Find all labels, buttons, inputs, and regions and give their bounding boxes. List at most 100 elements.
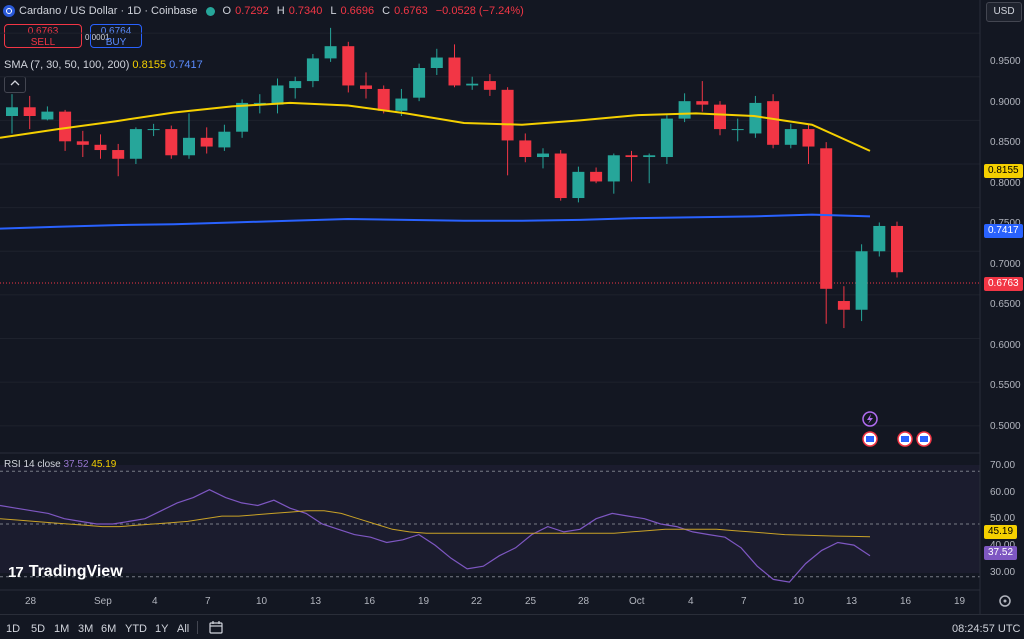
candle-body bbox=[643, 155, 656, 158]
lightning-event-icon[interactable] bbox=[862, 411, 878, 427]
chart-header: Cardano / US Dollar · 1D · Coinbase O 0.7… bbox=[0, 0, 983, 22]
candle-body bbox=[395, 98, 408, 111]
range-6m-button[interactable]: 6M bbox=[101, 623, 117, 635]
time-axis-label: 28 bbox=[578, 596, 590, 607]
candle-body bbox=[289, 81, 302, 89]
candle-body bbox=[483, 81, 496, 90]
rsi-ma-line bbox=[0, 510, 871, 538]
us-flag-event-icon[interactable] bbox=[897, 431, 913, 447]
candle-body bbox=[802, 129, 815, 147]
buy-button[interactable]: 0.6764 BUY bbox=[90, 24, 142, 48]
time-axis-label: 4 bbox=[152, 596, 158, 607]
ohlc-close-value: 0.6763 bbox=[394, 5, 428, 17]
price-axis-label: 0.5000 bbox=[990, 421, 1021, 432]
candle-body bbox=[236, 102, 249, 132]
rsi-label: RSI 14 close bbox=[4, 459, 61, 470]
candle-body bbox=[767, 101, 780, 145]
sma-legend[interactable]: SMA (7, 30, 50, 100, 200) 0.8155 0.7417 bbox=[4, 59, 203, 71]
candle-body bbox=[625, 155, 638, 158]
candle-body bbox=[342, 46, 355, 86]
sma-blue-price-tag: 0.7417 bbox=[984, 224, 1023, 238]
candle-body bbox=[218, 131, 231, 148]
candle-body bbox=[377, 88, 390, 111]
rsi-axis-label: 40.00 bbox=[990, 540, 1015, 551]
sma-yellow-price-tag: 0.8155 bbox=[984, 164, 1023, 178]
tradingview-logo: 17 TradingView bbox=[8, 563, 123, 581]
range-3m-button[interactable]: 3M bbox=[78, 623, 94, 635]
rsi-guides bbox=[0, 470, 980, 578]
utc-clock[interactable]: 08:24:57 UTC bbox=[952, 623, 1021, 635]
sma-yellow-line bbox=[0, 101, 871, 152]
candle-body bbox=[572, 171, 585, 199]
chart-canvas[interactable] bbox=[0, 0, 1024, 614]
candle-body bbox=[696, 101, 709, 105]
sma-value-yellow: 0.8155 bbox=[132, 59, 167, 71]
range-5d-button[interactable]: 5D bbox=[31, 623, 46, 635]
range-1m-button[interactable]: 1M bbox=[54, 623, 70, 635]
grid-lines bbox=[0, 32, 980, 427]
candles bbox=[6, 27, 903, 329]
candle-body bbox=[837, 301, 850, 310]
currency-button[interactable]: USD bbox=[986, 2, 1022, 22]
time-axis-label: 16 bbox=[364, 596, 376, 607]
candle-body bbox=[165, 129, 178, 156]
time-axis-label: 19 bbox=[418, 596, 430, 607]
spread-value: 0.0001 bbox=[85, 33, 110, 42]
us-flag-event-icon[interactable] bbox=[862, 431, 878, 447]
settings-gear-icon[interactable] bbox=[999, 595, 1011, 607]
candle-body bbox=[6, 107, 18, 116]
range-1d-button[interactable]: 1D bbox=[6, 623, 21, 635]
candle-body bbox=[448, 57, 461, 86]
rsi-band bbox=[0, 465, 980, 573]
price-axis-label: 0.5500 bbox=[990, 380, 1021, 391]
market-status-icon bbox=[205, 6, 215, 16]
candle-body bbox=[466, 83, 479, 86]
time-axis-label: 13 bbox=[846, 596, 858, 607]
price-axis-label: 0.8000 bbox=[990, 178, 1021, 189]
range-1y-button[interactable]: 1Y bbox=[155, 623, 169, 635]
calendar-goto-icon[interactable] bbox=[209, 620, 225, 635]
chevron-up-icon bbox=[10, 80, 20, 86]
cardano-coin-icon bbox=[3, 5, 15, 17]
candle-body bbox=[306, 58, 319, 82]
toolbar-divider bbox=[197, 621, 198, 634]
candle-body bbox=[183, 137, 195, 156]
symbol-title[interactable]: Cardano / US Dollar · 1D · Coinbase bbox=[19, 5, 198, 17]
candle-body bbox=[94, 144, 107, 151]
rsi-ma-tag: 45.19 bbox=[984, 525, 1018, 539]
us-flag-event-icon[interactable] bbox=[916, 431, 932, 447]
rsi-axis-label: 50.00 bbox=[990, 513, 1016, 524]
rsi-axis-label: 30.00 bbox=[990, 567, 1016, 578]
candle-body bbox=[147, 129, 160, 131]
last-price-tag: 0.6763 bbox=[984, 277, 1023, 291]
range-all-button[interactable]: All bbox=[177, 623, 190, 635]
candle-body bbox=[76, 141, 89, 145]
ohlc-open-value: 0.7292 bbox=[235, 5, 269, 17]
sma-value-blue: 0.7417 bbox=[169, 59, 203, 71]
time-axis-label: 28 bbox=[25, 596, 37, 607]
candle-body bbox=[271, 85, 284, 105]
rsi-tag: 37.52 bbox=[984, 546, 1018, 560]
candle-body bbox=[678, 101, 691, 119]
candle-body bbox=[873, 225, 886, 252]
candle-body bbox=[413, 68, 426, 98]
candle-body bbox=[855, 251, 868, 310]
candle-body bbox=[820, 148, 833, 289]
candle-body bbox=[200, 137, 213, 147]
time-axis-label: 19 bbox=[954, 596, 966, 607]
rsi-legend[interactable]: RSI 14 close 37.52 45.19 bbox=[4, 459, 116, 470]
candle-body bbox=[714, 104, 726, 130]
candle-body bbox=[23, 107, 36, 116]
buy-price: 0.6764 bbox=[100, 26, 132, 37]
candle-body bbox=[129, 129, 142, 159]
range-ytd-button[interactable]: YTD bbox=[125, 623, 147, 635]
brand-name: TradingView bbox=[28, 563, 123, 580]
candle-body bbox=[360, 85, 372, 89]
time-axis-label: 22 bbox=[471, 596, 483, 607]
candle-body bbox=[749, 102, 762, 134]
candle-body bbox=[41, 111, 54, 120]
sell-button[interactable]: 0.6763 SELL bbox=[4, 24, 82, 48]
time-axis-label: 7 bbox=[741, 596, 747, 607]
rsi-value: 37.52 bbox=[63, 459, 89, 470]
ohlc-close-key: C bbox=[382, 5, 391, 17]
